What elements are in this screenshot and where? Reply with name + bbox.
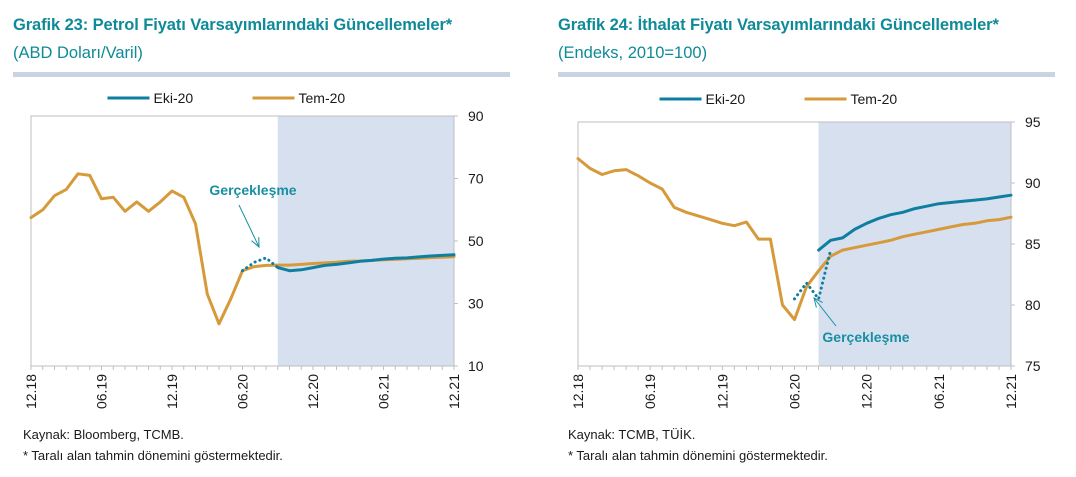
x-tick-label: 12.18 xyxy=(23,374,39,409)
y-tick-label: 95 xyxy=(1025,114,1041,130)
title-divider xyxy=(558,72,1055,77)
y-tick-label: 50 xyxy=(468,233,484,249)
legend-label-eki-20: Eki-20 xyxy=(154,90,194,106)
x-tick-label: 06.20 xyxy=(787,374,803,409)
y-tick-label: 90 xyxy=(468,108,484,124)
series-line-eki-20 xyxy=(817,193,1013,252)
forecast-shaded-area xyxy=(818,122,1011,366)
x-tick-label: 12.20 xyxy=(859,374,875,409)
source-note: Kaynak: Bloomberg, TCMB. xyxy=(23,427,184,442)
x-tick-label: 12.21 xyxy=(1003,374,1019,409)
annotation-arrow xyxy=(238,204,260,248)
chart-panel-import-price: Grafik 24: İthalat Fiyatı Varsayımlarınd… xyxy=(558,0,1058,477)
import-price-chart: 75 80 85 90 95 12.18 06.19 12.19 06.20 12.20 06.21… xyxy=(570,91,1041,409)
x-tick-label: 12.20 xyxy=(305,374,321,409)
annotation-arrowhead xyxy=(813,297,823,308)
x-tick-label: 06.21 xyxy=(931,374,947,409)
y-tick-label: 70 xyxy=(468,171,484,187)
x-tick-label: 12.18 xyxy=(570,374,586,409)
x-tick-label: 06.21 xyxy=(376,374,392,409)
chart-subtitle: (Endeks, 2010=100) xyxy=(558,44,708,62)
source-note: Kaynak: TCMB, TÜİK. xyxy=(568,427,696,442)
y-tick-label: 80 xyxy=(1025,297,1041,313)
footnote: * Taralı alan tahmin dönemini göstermekt… xyxy=(23,448,283,463)
x-tick-label: 12.19 xyxy=(164,374,180,409)
x-tick-label: 12.19 xyxy=(714,374,730,409)
oil-price-chart: 10 30 50 70 90 12.18 06.19 12.19 06.20 12.20 06.21… xyxy=(23,90,484,409)
x-tick-label: 06.19 xyxy=(642,374,658,409)
y-tick-label: 30 xyxy=(468,296,484,312)
footnote: * Taralı alan tahmin dönemini göstermekt… xyxy=(568,448,828,463)
y-tick-label: 75 xyxy=(1025,358,1041,374)
y-tick-label: 90 xyxy=(1025,175,1041,191)
y-tick-label: 10 xyxy=(468,358,484,374)
x-tick-label: 12.21 xyxy=(446,374,462,409)
series-line-realisation xyxy=(241,256,280,273)
legend-label-eki-20: Eki-20 xyxy=(706,91,746,107)
chart-title: Grafik 23: Petrol Fiyatı Varsayımlarında… xyxy=(13,16,453,34)
title-divider xyxy=(13,72,510,77)
annotation-label: Gerçekleşme xyxy=(822,329,909,345)
x-tick-label: 06.20 xyxy=(235,374,251,409)
annotation-arrowhead xyxy=(251,237,260,249)
annotation-arrow xyxy=(813,297,837,327)
series-line-eki-20 xyxy=(276,253,456,273)
legend-label-tem-20: Tem-20 xyxy=(851,91,898,107)
annotation-label: Gerçekleşme xyxy=(209,182,296,198)
chart-subtitle: (ABD Doları/Varil) xyxy=(13,44,143,62)
legend-label-tem-20: Tem-20 xyxy=(299,90,346,106)
chart-title: Grafik 24: İthalat Fiyatı Varsayımlarınd… xyxy=(558,16,999,34)
x-tick-label: 06.19 xyxy=(94,374,110,409)
forecast-shaded-area xyxy=(277,116,454,366)
y-tick-label: 85 xyxy=(1025,236,1041,252)
series-line-realisation xyxy=(793,248,833,301)
chart-panel-oil-price: Grafik 23: Petrol Fiyatı Varsayımlarında… xyxy=(13,0,513,477)
series-line-tem-20 xyxy=(576,157,1013,322)
